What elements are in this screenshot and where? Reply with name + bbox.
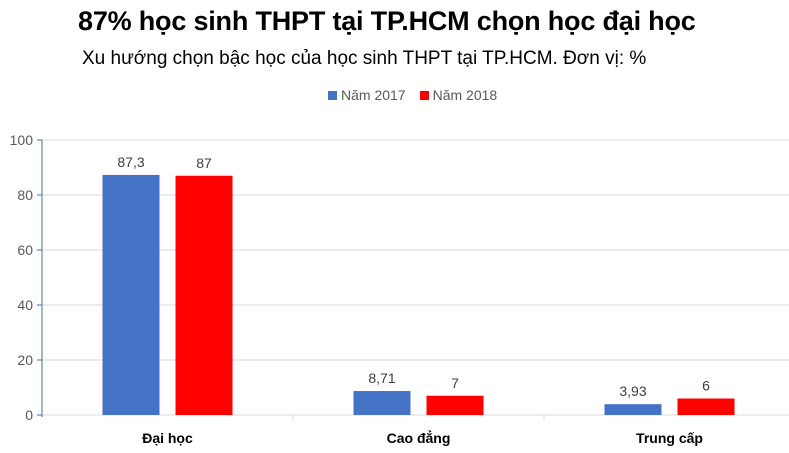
legend-item-2017: Năm 2017 xyxy=(328,87,406,103)
bar-2018 xyxy=(426,395,484,415)
legend-label-2018: Năm 2018 xyxy=(432,87,498,103)
chart-legend: Năm 2017 Năm 2018 xyxy=(328,87,497,103)
bar-value-label: 3,93 xyxy=(619,383,646,399)
bar-value-label: 87 xyxy=(196,155,212,171)
bar-2018 xyxy=(175,175,233,415)
chart-title: 87% học sinh THPT tại TP.HCM chọn học đạ… xyxy=(78,6,696,36)
x-category-label: Trung cấp xyxy=(636,430,703,446)
chart-subtitle: Xu hướng chọn bậc học của học sinh THPT … xyxy=(82,48,647,69)
y-tick-label: 80 xyxy=(17,187,33,203)
legend-label-2017: Năm 2017 xyxy=(341,87,406,103)
legend-item-2018: Năm 2018 xyxy=(419,87,498,103)
bar-value-label: 8,71 xyxy=(368,370,395,386)
bar-value-label: 87,3 xyxy=(117,154,144,170)
bar-2017 xyxy=(353,391,411,415)
bar-value-label: 6 xyxy=(702,378,710,394)
x-category-label: Cao đẳng xyxy=(387,429,451,446)
x-category-label: Đại học xyxy=(142,430,193,446)
bar-2018 xyxy=(677,398,735,415)
y-tick-label: 20 xyxy=(17,352,33,368)
y-tick-label: 100 xyxy=(10,132,34,148)
bar-2017 xyxy=(604,404,662,415)
y-tick-label: 40 xyxy=(17,297,33,313)
legend-swatch-2018 xyxy=(419,90,429,100)
y-tick-label: 0 xyxy=(25,407,33,423)
y-tick-label: 60 xyxy=(17,242,33,258)
bar-value-label: 7 xyxy=(451,375,459,391)
legend-swatch-2017 xyxy=(328,90,337,100)
bar-2017 xyxy=(102,174,160,415)
